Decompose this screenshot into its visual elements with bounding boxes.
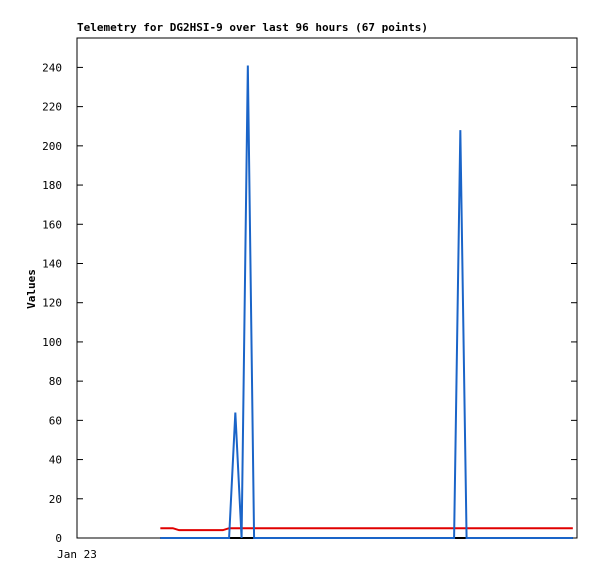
series-line <box>160 65 573 539</box>
y-tick-label: 200 <box>42 140 62 153</box>
y-tick-label: 120 <box>42 297 62 310</box>
y-tick-label: 80 <box>49 375 62 388</box>
y-tick-label: 240 <box>42 61 62 74</box>
y-tick-label: 0 <box>55 532 62 545</box>
plot-frame <box>76 37 578 539</box>
y-tick-label: 180 <box>42 179 62 192</box>
series-line <box>160 527 573 532</box>
y-tick-label: 60 <box>49 414 62 427</box>
y-tick-label: 140 <box>42 257 62 270</box>
y-tick-label: 220 <box>42 101 62 114</box>
y-tick-label: 40 <box>49 454 62 467</box>
y-tick-label: 160 <box>42 218 62 231</box>
chart-title: Telemetry for DG2HSI-9 over last 96 hour… <box>77 21 428 34</box>
y-tick-label: 100 <box>42 336 62 349</box>
x-tick-label: Jan 23 <box>57 548 97 561</box>
y-axis-label: Values <box>25 269 38 309</box>
y-tick-label: 20 <box>49 493 62 506</box>
